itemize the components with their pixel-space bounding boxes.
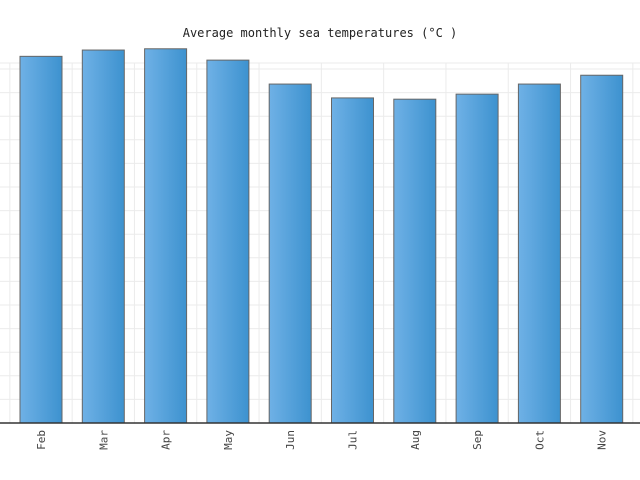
chart-title: Average monthly sea temperatures (°C ): [183, 26, 458, 40]
bar-jun: [268, 83, 312, 424]
bar-aug: [393, 98, 437, 424]
bar-mar: [81, 49, 125, 424]
bar-sep: [455, 93, 499, 424]
x-tick-label: Mar: [97, 430, 110, 450]
x-tick-label: Sep: [471, 430, 484, 450]
bars: [19, 48, 624, 424]
x-tick-label: Jul: [347, 430, 360, 450]
x-tick-labels: Feb Mar Apr May Jun Jul Aug Sep Oct Nov: [35, 430, 609, 450]
x-tick-label: Apr: [160, 430, 173, 450]
bar-jul: [331, 97, 374, 424]
bar-feb: [19, 55, 63, 424]
x-tick-label: May: [222, 430, 235, 450]
bar-nov: [580, 74, 624, 424]
bar-may: [206, 59, 250, 424]
x-tick-label: Nov: [596, 430, 609, 450]
bar-apr: [144, 48, 188, 424]
x-tick-label: Jun: [284, 430, 297, 450]
x-tick-label: Oct: [533, 430, 546, 450]
bar-oct: [517, 83, 561, 424]
x-tick-label: Aug: [409, 430, 422, 450]
x-tick-label: Feb: [35, 430, 48, 450]
